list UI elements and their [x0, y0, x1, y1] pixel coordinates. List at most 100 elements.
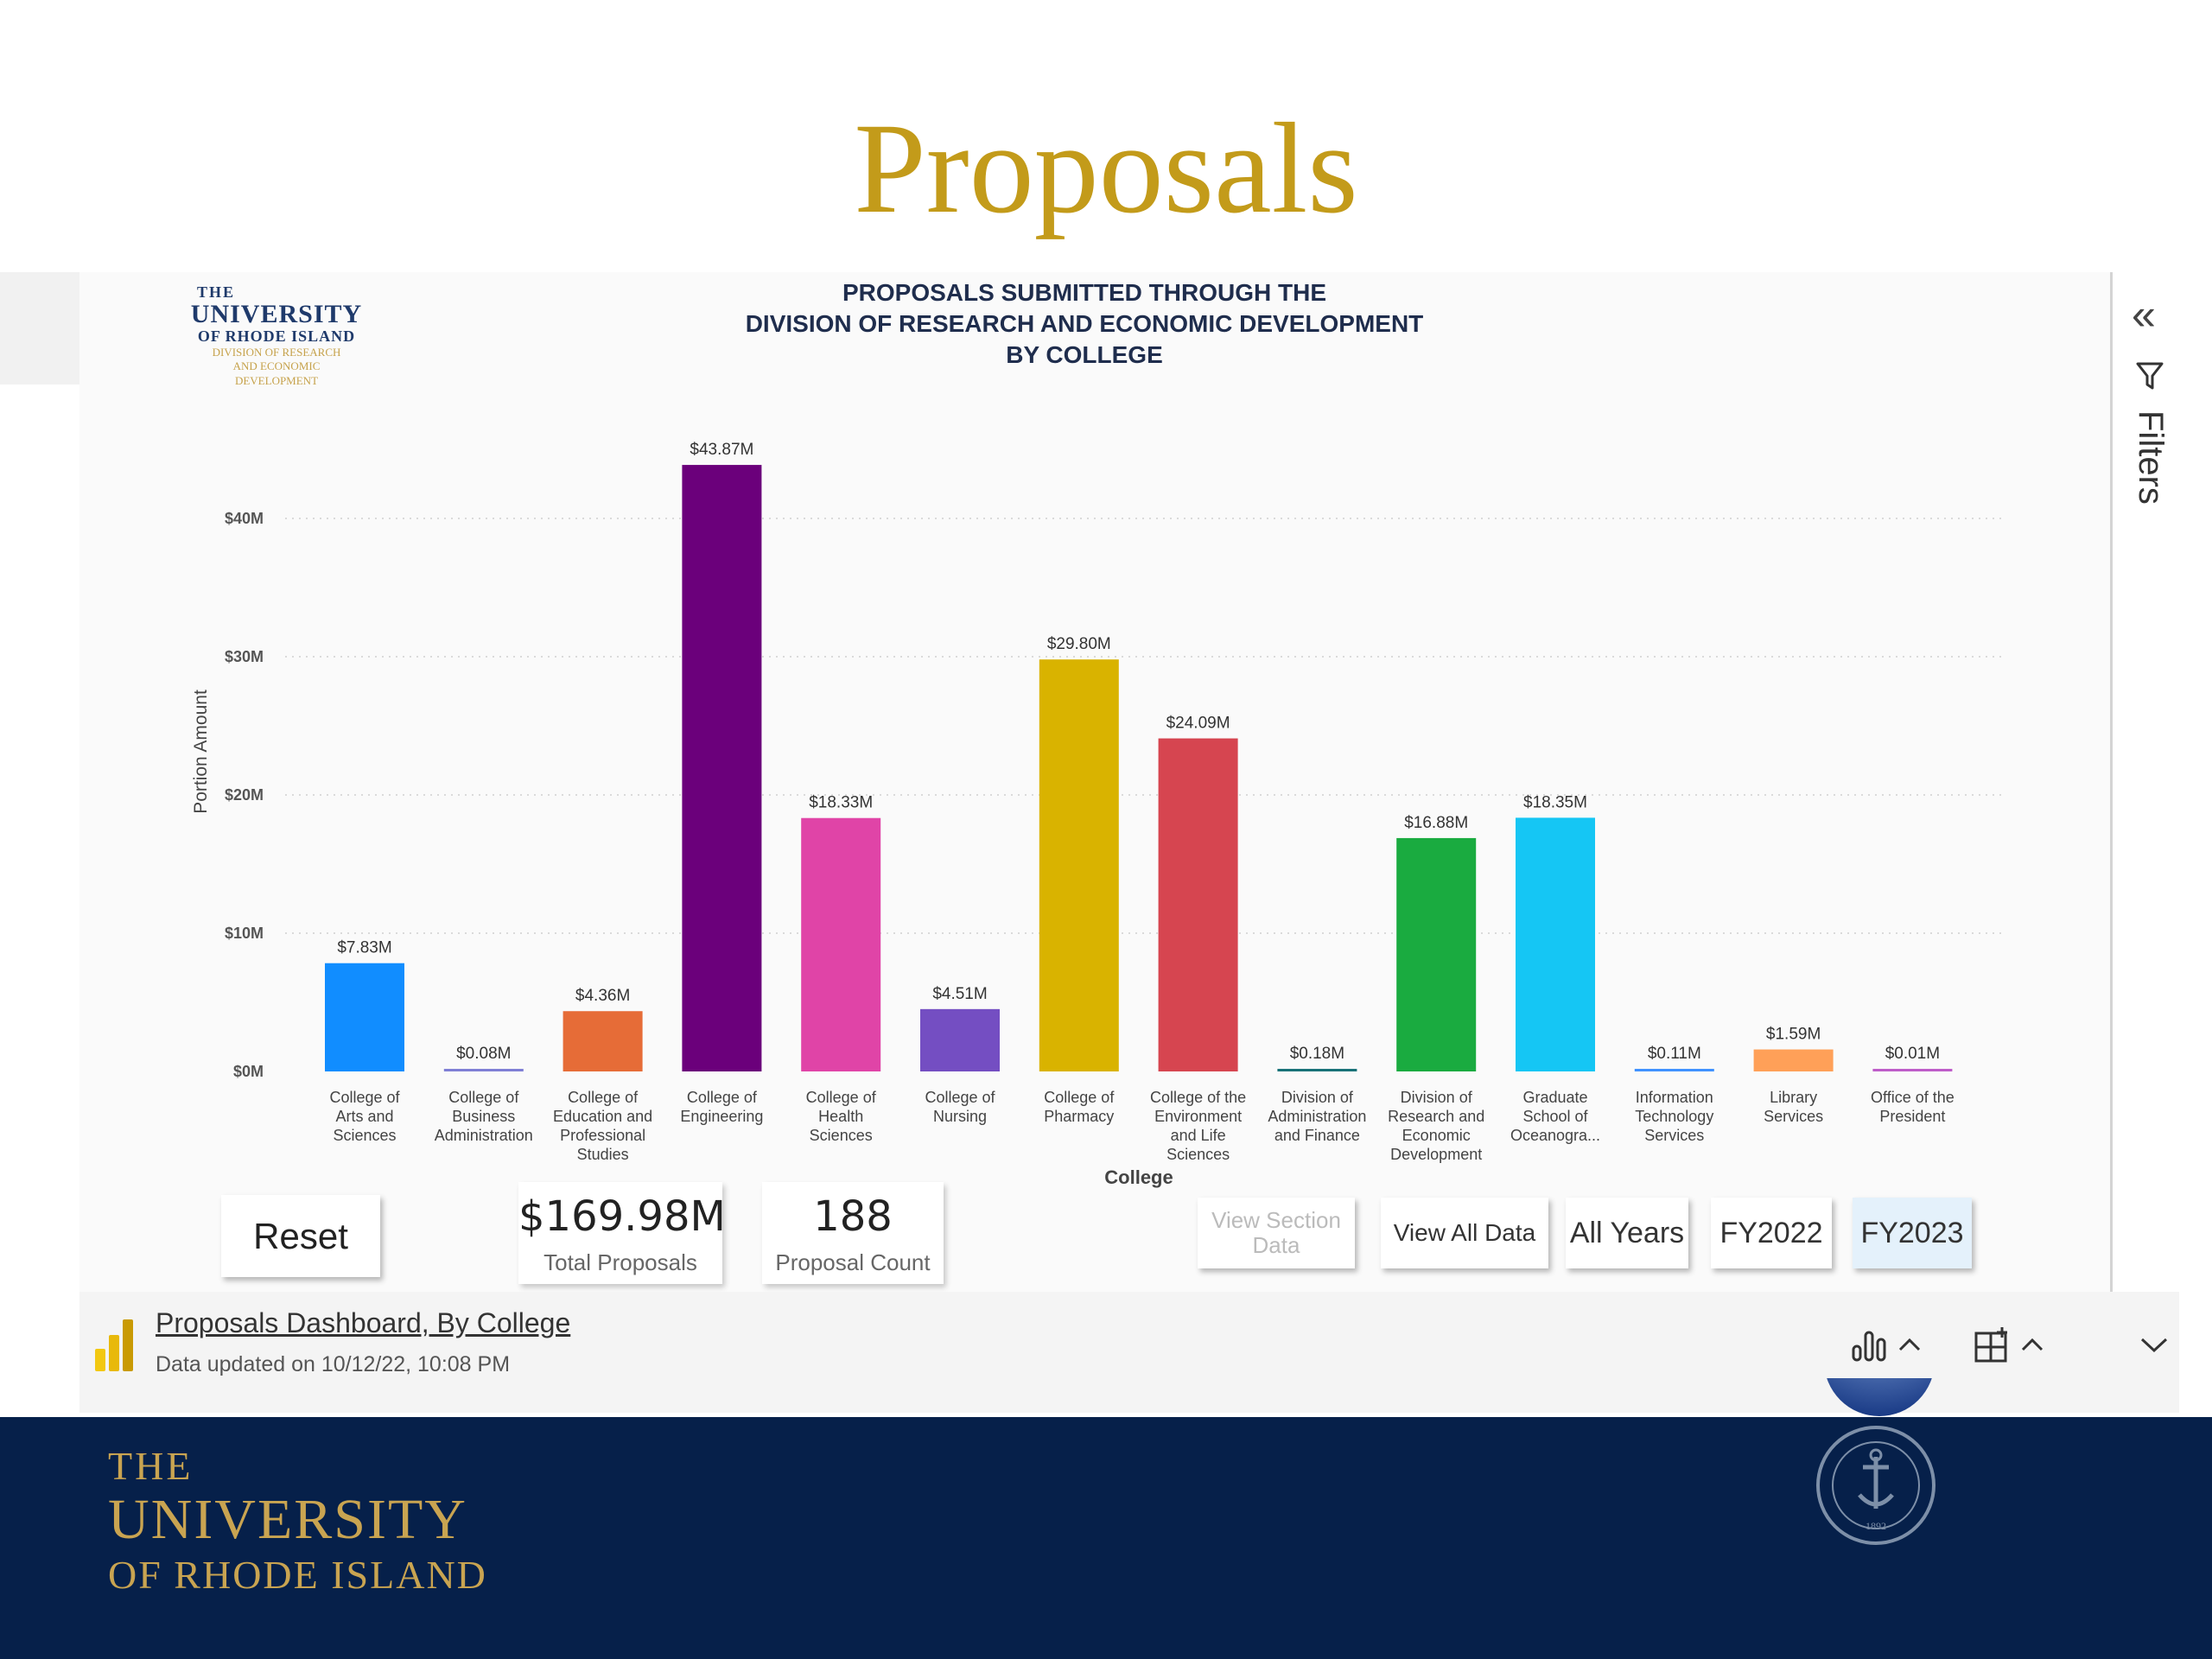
total-proposals-label: Total Proposals [543, 1249, 697, 1275]
bar [325, 963, 404, 1071]
x-tick-label: and Life [1171, 1127, 1226, 1144]
y-tick-label: $0M [233, 1063, 264, 1080]
chevron-up-icon [2021, 1338, 2044, 1351]
total-proposals-value: $169.98M [518, 1192, 726, 1241]
x-tick-label: Education and [553, 1108, 652, 1125]
bar-value-label: $24.09M [1166, 715, 1230, 733]
bar-chart-icon [1852, 1331, 1886, 1362]
bar [1039, 659, 1119, 1071]
uri-research-logo: THE UNIVERSITY OF RHODE ISLAND DIVISION … [190, 283, 363, 387]
x-tick-label: Technology [1635, 1108, 1713, 1125]
x-tick-label: Arts and [335, 1108, 393, 1125]
bar [1158, 738, 1238, 1071]
kpi-card-total-proposals: $169.98M Total Proposals [518, 1182, 726, 1284]
x-tick-label: President [1879, 1108, 1945, 1125]
add-page-icon [1974, 1327, 2007, 1363]
bar-value-label: $29.80M [1047, 635, 1111, 653]
x-tick-label: Division of [1281, 1089, 1354, 1106]
bar-value-label: $0.11M [1648, 1045, 1701, 1063]
pages-menu-button[interactable] [1974, 1326, 2044, 1363]
bar-value-label: $0.18M [1290, 1045, 1344, 1063]
bar [563, 1011, 643, 1071]
x-tick-label: College of the [1150, 1089, 1246, 1106]
uri-seal-icon: 1892 [1816, 1426, 1936, 1545]
view-all-data-button[interactable]: View All Data [1381, 1198, 1548, 1268]
x-tick-label: Sciences [333, 1127, 396, 1144]
bar [1277, 1069, 1357, 1071]
bar-value-label: $1.59M [1766, 1026, 1821, 1044]
proposal-count-label: Proposal Count [775, 1249, 931, 1275]
x-tick-label: Health [818, 1108, 863, 1125]
x-tick-label: Graduate [1522, 1089, 1587, 1106]
reset-button[interactable]: Reset [221, 1195, 380, 1277]
left-panel-strip [0, 272, 79, 385]
x-tick-label: College of [568, 1089, 639, 1106]
slide-title: Proposals [854, 97, 1358, 240]
x-axis-label: College [1104, 1166, 1173, 1188]
proposal-count-value: 188 [813, 1192, 893, 1241]
x-tick-label: College of [1044, 1089, 1115, 1106]
x-tick-label: Administration [435, 1127, 533, 1144]
bar-value-label: $43.87M [690, 441, 753, 459]
expand-footer-button[interactable] [2139, 1335, 2169, 1354]
x-tick-label: Sciences [1166, 1146, 1230, 1163]
all-years-button[interactable]: All Years [1566, 1198, 1688, 1268]
x-tick-label: Business [452, 1108, 515, 1125]
bar [801, 817, 881, 1071]
bar [443, 1069, 524, 1071]
x-tick-label: Development [1390, 1146, 1482, 1163]
fy2023-button[interactable]: FY2023 [1853, 1198, 1972, 1268]
x-tick-label: Pharmacy [1044, 1108, 1114, 1125]
x-tick-label: College of [329, 1089, 400, 1106]
bar-value-label: $4.36M [575, 987, 630, 1005]
view-section-data-button[interactable]: View Section Data [1198, 1198, 1355, 1268]
report-name-link[interactable]: Proposals Dashboard, By College [156, 1307, 571, 1338]
y-tick-label: $30M [225, 648, 264, 665]
svg-text:1892: 1892 [1866, 1520, 1886, 1532]
bar [1634, 1069, 1714, 1071]
x-tick-label: College of [687, 1089, 758, 1106]
bar-value-label: $18.35M [1523, 793, 1587, 811]
x-tick-label: Services [1764, 1108, 1823, 1125]
y-tick-label: $40M [225, 510, 264, 527]
x-tick-label: Services [1644, 1127, 1704, 1144]
uri-footer-logo: THE UNIVERSITY OF RHODE ISLAND [108, 1444, 487, 1598]
x-tick-label: Division of [1401, 1089, 1473, 1106]
filters-pane[interactable]: « Filters [2110, 272, 2182, 1292]
collapse-filters-icon[interactable]: « [2132, 290, 2156, 339]
bar [1872, 1069, 1953, 1071]
x-tick-label: College of [925, 1089, 995, 1106]
x-tick-label: Research and [1388, 1108, 1484, 1125]
filters-label[interactable]: Filters [2132, 410, 2170, 505]
x-tick-label: Office of the [1871, 1089, 1955, 1106]
report-footer-bar: Proposals Dashboard, By College Data upd… [79, 1292, 2179, 1413]
x-tick-label: and Finance [1274, 1127, 1360, 1144]
x-tick-label: College of [806, 1089, 877, 1106]
x-tick-label: Environment [1154, 1108, 1242, 1125]
power-bi-icon [95, 1319, 133, 1371]
kpi-card-proposal-count: 188 Proposal Count [762, 1182, 944, 1284]
view-section-label-line2: Data [1252, 1232, 1300, 1258]
chevron-up-icon [1898, 1338, 1921, 1351]
bar [682, 465, 762, 1071]
fy2022-button[interactable]: FY2022 [1711, 1198, 1832, 1268]
x-tick-label: Information [1636, 1089, 1713, 1106]
x-tick-label: Economic [1402, 1127, 1471, 1144]
x-tick-label: Library [1770, 1089, 1817, 1106]
x-tick-label: Professional [560, 1127, 645, 1144]
bar-value-label: $7.83M [337, 939, 391, 957]
x-tick-label: Oceanogra... [1510, 1127, 1600, 1144]
x-tick-label: College of [448, 1089, 519, 1106]
data-updated-text: Data updated on 10/12/22, 10:08 PM [156, 1352, 511, 1376]
chart-title-line: DIVISION OF RESEARCH AND ECONOMIC DEVELO… [746, 310, 1424, 337]
x-tick-label: School of [1522, 1108, 1588, 1125]
bar-value-label: $4.51M [932, 985, 987, 1003]
visual-menu-button[interactable] [1851, 1327, 1922, 1362]
x-tick-label: Administration [1268, 1108, 1366, 1125]
chart-title-line: BY COLLEGE [1006, 341, 1163, 368]
chart-title-line: PROPOSALS SUBMITTED THROUGH THE [842, 279, 1326, 306]
y-axis-label: Portion Amount [191, 690, 211, 814]
bar [920, 1008, 1000, 1071]
y-tick-label: $20M [225, 786, 264, 804]
